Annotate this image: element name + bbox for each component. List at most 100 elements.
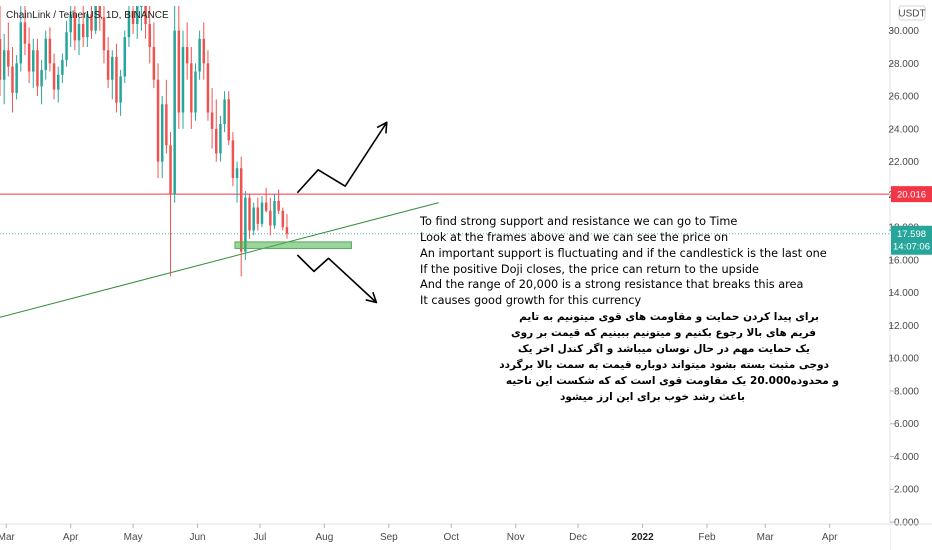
candle-body-up — [94, 6, 97, 31]
persian-annotation: برای پیدا کردن حمایت و مقاومت های قوی می… — [499, 311, 839, 403]
time-tick-label: Aug — [315, 532, 333, 543]
resistance-price-badge — [891, 186, 932, 203]
candle-body-down — [248, 197, 251, 231]
persian-line-2: فریم های بالا رجوع بکنیم و میتونیم ببینی… — [511, 327, 816, 339]
candle-body-up — [69, 14, 72, 33]
price-tick-label: 4.000 — [894, 452, 919, 463]
time-tick-label: 2022 — [631, 532, 654, 543]
price-axis-bg — [890, 0, 932, 550]
time-tick-label: Nov — [507, 532, 525, 543]
last-price-label: 17.598 — [897, 229, 926, 240]
candle-body-up — [252, 207, 255, 231]
candle-body-down — [169, 145, 172, 195]
support-zone — [234, 241, 352, 249]
candle-body-down — [27, 43, 31, 72]
candle-body-up — [77, 24, 81, 41]
candles — [0, 6, 289, 277]
candle-body-down — [98, 6, 102, 18]
candle-body-down — [256, 207, 260, 224]
currency-label: USDT — [898, 9, 925, 20]
candle-body-up — [19, 22, 23, 64]
trendline-layer — [0, 193, 890, 318]
time-tick-label: Jun — [189, 532, 205, 543]
candle-body-down — [281, 210, 285, 228]
candle-body-down — [102, 17, 106, 51]
candle-body-up — [135, 6, 139, 25]
time-ticks: Mar Apr May Jun Jul Aug Sep Oct Nov Dec 2022 Feb Mar… — [0, 524, 838, 543]
candle-body-up — [235, 168, 239, 179]
candle-countdown-label: 14:07:06 — [893, 242, 930, 253]
currency-box[interactable] — [898, 5, 926, 21]
symbol-title: ChainLink / TetherUS, 1D, BINANCE — [6, 10, 169, 21]
price-tick-label: 26.000 — [888, 92, 919, 103]
candle-body-down — [115, 56, 118, 103]
candle-body-up — [160, 104, 164, 162]
candle-body-down — [23, 22, 27, 44]
candle-body-up — [127, 10, 131, 38]
candle-body-down — [52, 63, 56, 90]
candle-body-down — [11, 66, 14, 93]
candle-body-up — [2, 50, 6, 80]
english-line-2: Look at the frames above and we can see … — [420, 231, 728, 244]
time-tick-label: Jul — [254, 532, 267, 543]
english-line-1: To find strong support and resistance we… — [419, 215, 737, 228]
candle-body-down — [190, 63, 193, 113]
candle-body-up — [44, 38, 47, 70]
candle-body-down — [269, 210, 272, 226]
candle-body-up — [123, 37, 127, 77]
time-tick-label: Dec — [569, 532, 587, 543]
candle-body-down — [144, 6, 147, 25]
time-tick-label: May — [124, 532, 143, 543]
candle-body-down — [264, 202, 268, 211]
candle-body-down — [239, 168, 243, 252]
candle-body-up — [194, 71, 197, 113]
candle-body-down — [227, 99, 230, 141]
candle-body-up — [111, 56, 114, 80]
candle-body-up — [61, 60, 64, 75]
candle-body-down — [73, 14, 77, 41]
candle-body-up — [140, 6, 143, 8]
price-tick-label: 12.000 — [888, 321, 919, 332]
candle-body-down — [36, 50, 39, 87]
candle-body-up — [56, 74, 60, 90]
candle-body-down — [90, 14, 93, 31]
time-tick-label: Apr — [63, 532, 79, 543]
price-tick-label: 28.000 — [888, 59, 919, 70]
last-price-badge — [891, 225, 932, 255]
candle-body-down — [285, 227, 289, 234]
candle-body-down — [185, 46, 189, 64]
candle-body-down — [131, 10, 135, 25]
price-tick-label: 8.000 — [894, 386, 919, 397]
candle-body-down — [48, 38, 52, 64]
english-line-6: It causes good growth for this currency — [420, 294, 641, 307]
candle-body-down — [7, 50, 10, 67]
english-line-4: If the positive Doji closes, the price c… — [420, 263, 759, 276]
candle-body-up — [273, 200, 276, 226]
time-axis[interactable]: Mar Apr May Jun Jul Aug Sep Oct Nov Dec 2022 Feb Mar… — [0, 523, 932, 550]
time-axis-bg — [0, 524, 890, 550]
bearish-arrow — [296, 254, 377, 304]
time-tick-label: Apr — [822, 532, 838, 543]
price-tick-label: 0.000 — [894, 518, 919, 529]
time-tick-label: Feb — [698, 532, 716, 543]
candle-body-up — [173, 30, 176, 195]
candle-body-down — [231, 140, 235, 179]
price-axis[interactable]: USDT 0.000 2.000 4.000 6.000 8.000 10.000 12.0… — [888, 0, 932, 550]
price-tick-label: 30.000 — [888, 26, 919, 37]
candle-body-down — [81, 24, 85, 38]
price-tick-label: 14.000 — [888, 288, 919, 299]
persian-line-3: یک حمایت مهم در حال نوسان میباشد و اگر ک… — [518, 342, 810, 355]
candle-body-up — [260, 202, 264, 224]
candle-body-up — [223, 99, 226, 124]
candle-body-down — [156, 79, 160, 162]
candle-body-down — [148, 24, 151, 47]
bullish-arrow-head — [376, 121, 388, 134]
candle-body-up — [15, 63, 18, 93]
drawings — [234, 121, 388, 304]
price-tick-label: 6.000 — [894, 419, 919, 430]
candle-body-down — [165, 104, 168, 146]
candle-body-up — [65, 32, 68, 61]
time-tick-label: Mar — [0, 532, 16, 543]
english-annotation: To find strong support and resistance we… — [419, 215, 827, 307]
